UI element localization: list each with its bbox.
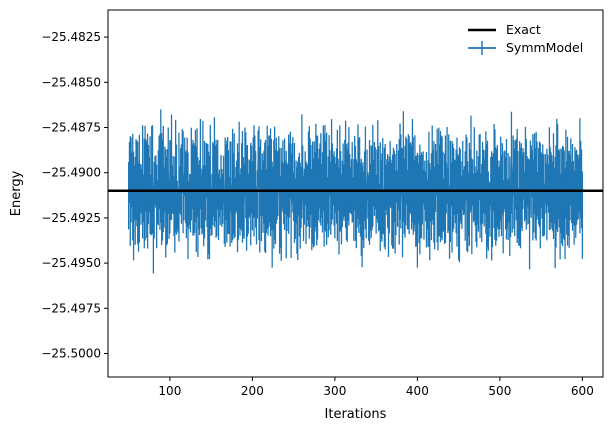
- legend-exact-label: Exact: [506, 22, 541, 37]
- y-ticks: −25.5000 −25.4975 −25.4950 −25.4925 −25.4900…: [41, 30, 108, 360]
- y-tick-label: −25.4975: [41, 301, 101, 315]
- x-axis-label: Iterations: [325, 407, 387, 422]
- y-tick-label: −25.4950: [41, 256, 101, 270]
- x-ticks: 100 200 300 400 500 600: [158, 377, 594, 398]
- legend: Exact SymmModel: [468, 22, 583, 55]
- legend-symm-label: SymmModel: [506, 40, 583, 55]
- x-tick-label: 300: [323, 384, 346, 398]
- x-tick-label: 400: [406, 384, 429, 398]
- y-tick-label: −25.4875: [41, 121, 101, 135]
- y-tick-label: −25.5000: [41, 346, 101, 360]
- x-tick-label: 600: [571, 384, 594, 398]
- x-tick-label: 100: [158, 384, 181, 398]
- y-axis-label: Energy: [9, 170, 24, 216]
- y-tick-label: −25.4900: [41, 166, 101, 180]
- y-tick-label: −25.4825: [41, 30, 101, 44]
- symmmodel-line: [127, 159, 584, 230]
- x-tick-label: 500: [488, 384, 511, 398]
- series-layer: [127, 109, 584, 274]
- y-tick-label: −25.4850: [41, 75, 101, 89]
- plot-frame: [107, 9, 604, 378]
- y-tick-label: −25.4925: [41, 211, 101, 225]
- x-tick-label: 200: [241, 384, 264, 398]
